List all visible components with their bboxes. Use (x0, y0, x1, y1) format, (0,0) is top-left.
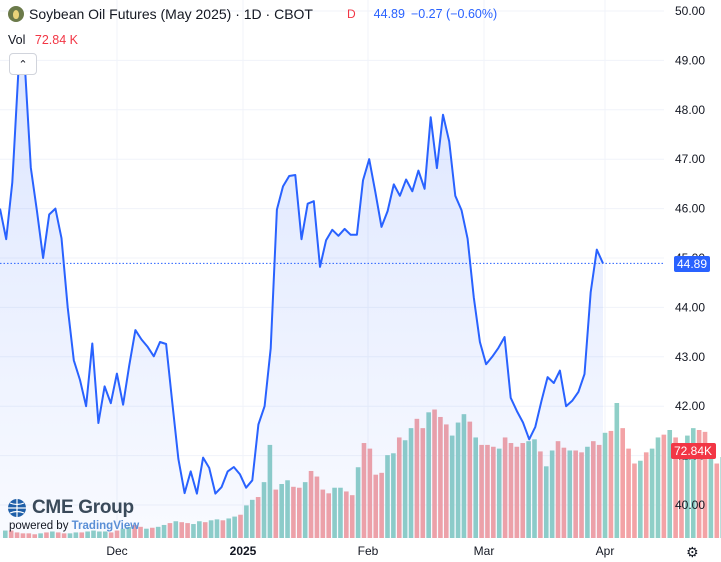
volume-bar (714, 463, 720, 538)
volume-bar (679, 443, 684, 538)
volume-bar (602, 432, 608, 538)
volume-bar (614, 403, 620, 538)
gear-icon[interactable]: ⚙ (686, 544, 699, 560)
price-area (0, 60, 603, 539)
volume-legend-value: 72.84 K (34, 33, 78, 47)
volume-bar (632, 463, 637, 538)
volume-legend: Vol 72.84 K (8, 33, 78, 47)
cme-logo: CME Group (6, 497, 134, 519)
price-change: −0.27 (−0.60%) (410, 7, 498, 21)
y-tick-label: 40.00 (675, 498, 705, 512)
volume-bar (620, 428, 625, 538)
price-label: 44.89 (674, 256, 710, 272)
volume-legend-label: Vol (8, 33, 26, 47)
powered-by: powered by TradingView (9, 520, 139, 532)
cme-logo-text: CME Group (32, 497, 134, 518)
y-tick-label: 46.00 (675, 202, 705, 216)
volume-bar (661, 434, 667, 538)
data-flag: D (347, 7, 356, 21)
volume-bar (708, 449, 714, 538)
volume-bar (638, 460, 643, 538)
price-label-text: 44.89 (677, 257, 707, 271)
last-price: 44.89 (373, 7, 405, 21)
volume-bar (690, 428, 696, 538)
powered-by-label: powered by (9, 520, 69, 532)
y-tick-label: 44.00 (675, 300, 705, 314)
volume-bar (702, 431, 708, 538)
price-line (0, 59, 604, 495)
y-tick-label: 47.00 (675, 152, 705, 166)
x-tick-label: 2025 (230, 544, 257, 558)
x-tick-label: Apr (596, 544, 615, 558)
tradingview-link[interactable]: TradingView (71, 520, 140, 532)
chart-header: Soybean Oil Futures (May 2025) · 1D · CB… (8, 6, 497, 22)
soybean-icon (8, 6, 24, 22)
volume-bar (643, 452, 649, 538)
volume-bar (649, 448, 655, 538)
volume-bar (667, 430, 673, 538)
symbol-title[interactable]: Soybean Oil Futures (May 2025) · 1D · CB… (29, 6, 313, 22)
y-tick-label: 48.00 (675, 103, 705, 117)
y-tick-label: 50.00 (675, 4, 705, 18)
y-tick-label: 49.00 (675, 53, 705, 67)
collapse-legend-button[interactable]: ⌃ (9, 53, 37, 75)
x-tick-label: Feb (358, 544, 379, 558)
volume-bar (696, 430, 702, 538)
volume-bar (673, 437, 678, 538)
x-tick-label: Dec (106, 544, 127, 558)
chevron-up-icon: ⌃ (18, 58, 28, 71)
cme-globe-icon (8, 499, 26, 517)
volume-bar (626, 448, 631, 538)
volume-bar (655, 437, 661, 538)
volume-label-text: 72.84K (674, 444, 712, 458)
volume-label: 72.84K (671, 443, 716, 459)
volume-bar (608, 430, 614, 538)
volume-bar (685, 435, 690, 538)
y-tick-label: 43.00 (675, 350, 705, 364)
x-axis: Dec 2025 Feb Mar Apr (106, 544, 614, 558)
x-tick-label: Mar (474, 544, 495, 558)
y-tick-label: 42.00 (675, 399, 705, 413)
